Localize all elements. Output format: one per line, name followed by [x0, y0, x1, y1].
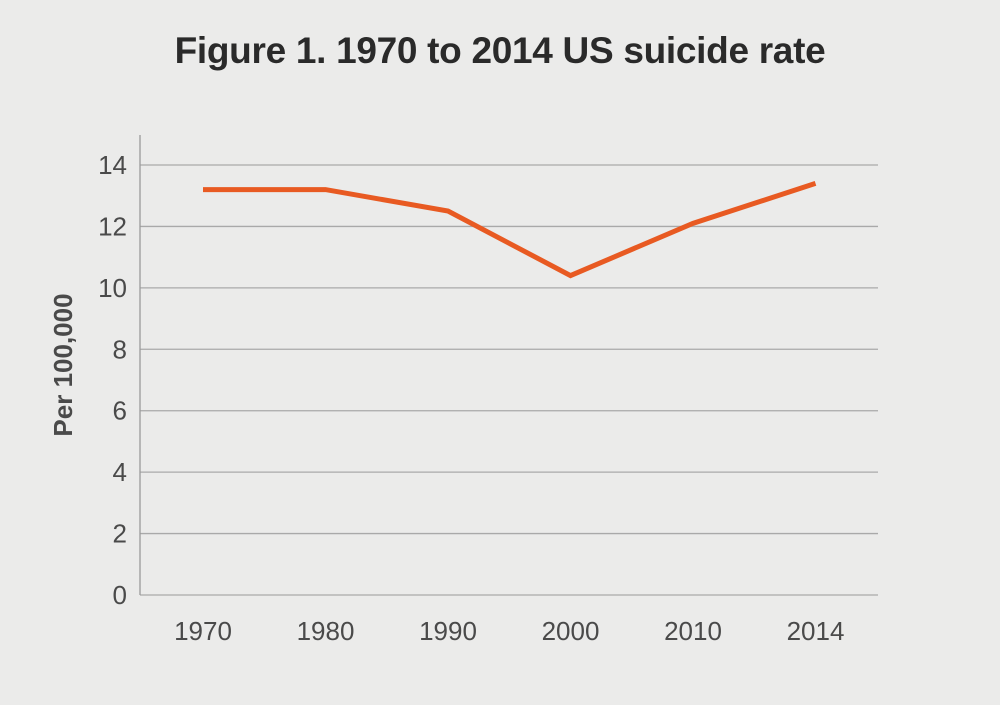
y-tick-label: 14 — [98, 150, 127, 180]
y-tick-label: 8 — [113, 334, 127, 364]
x-tick-label: 2010 — [664, 616, 722, 646]
chart-title: Figure 1. 1970 to 2014 US suicide rate — [174, 30, 826, 71]
series-line — [203, 181, 817, 279]
y-tick-labels: 0 2 4 6 8 10 12 14 — [98, 150, 127, 610]
x-tick-labels: 1970 1980 1990 2000 2010 2014 — [174, 616, 844, 646]
gridlines — [140, 164, 878, 596]
x-tick-label: 1990 — [419, 616, 477, 646]
y-tick-label: 4 — [113, 457, 127, 487]
y-tick-label: 10 — [98, 273, 127, 303]
y-tick-label: 0 — [113, 580, 127, 610]
y-tick-label: 2 — [113, 519, 127, 549]
x-tick-label: 1970 — [174, 616, 232, 646]
x-tick-label: 2014 — [787, 616, 845, 646]
x-tick-label: 1980 — [297, 616, 355, 646]
y-axis-label: Per 100,000 — [48, 293, 78, 436]
y-tick-label: 12 — [98, 211, 127, 241]
y-tick-label: 6 — [113, 396, 127, 426]
x-tick-label: 2000 — [542, 616, 600, 646]
